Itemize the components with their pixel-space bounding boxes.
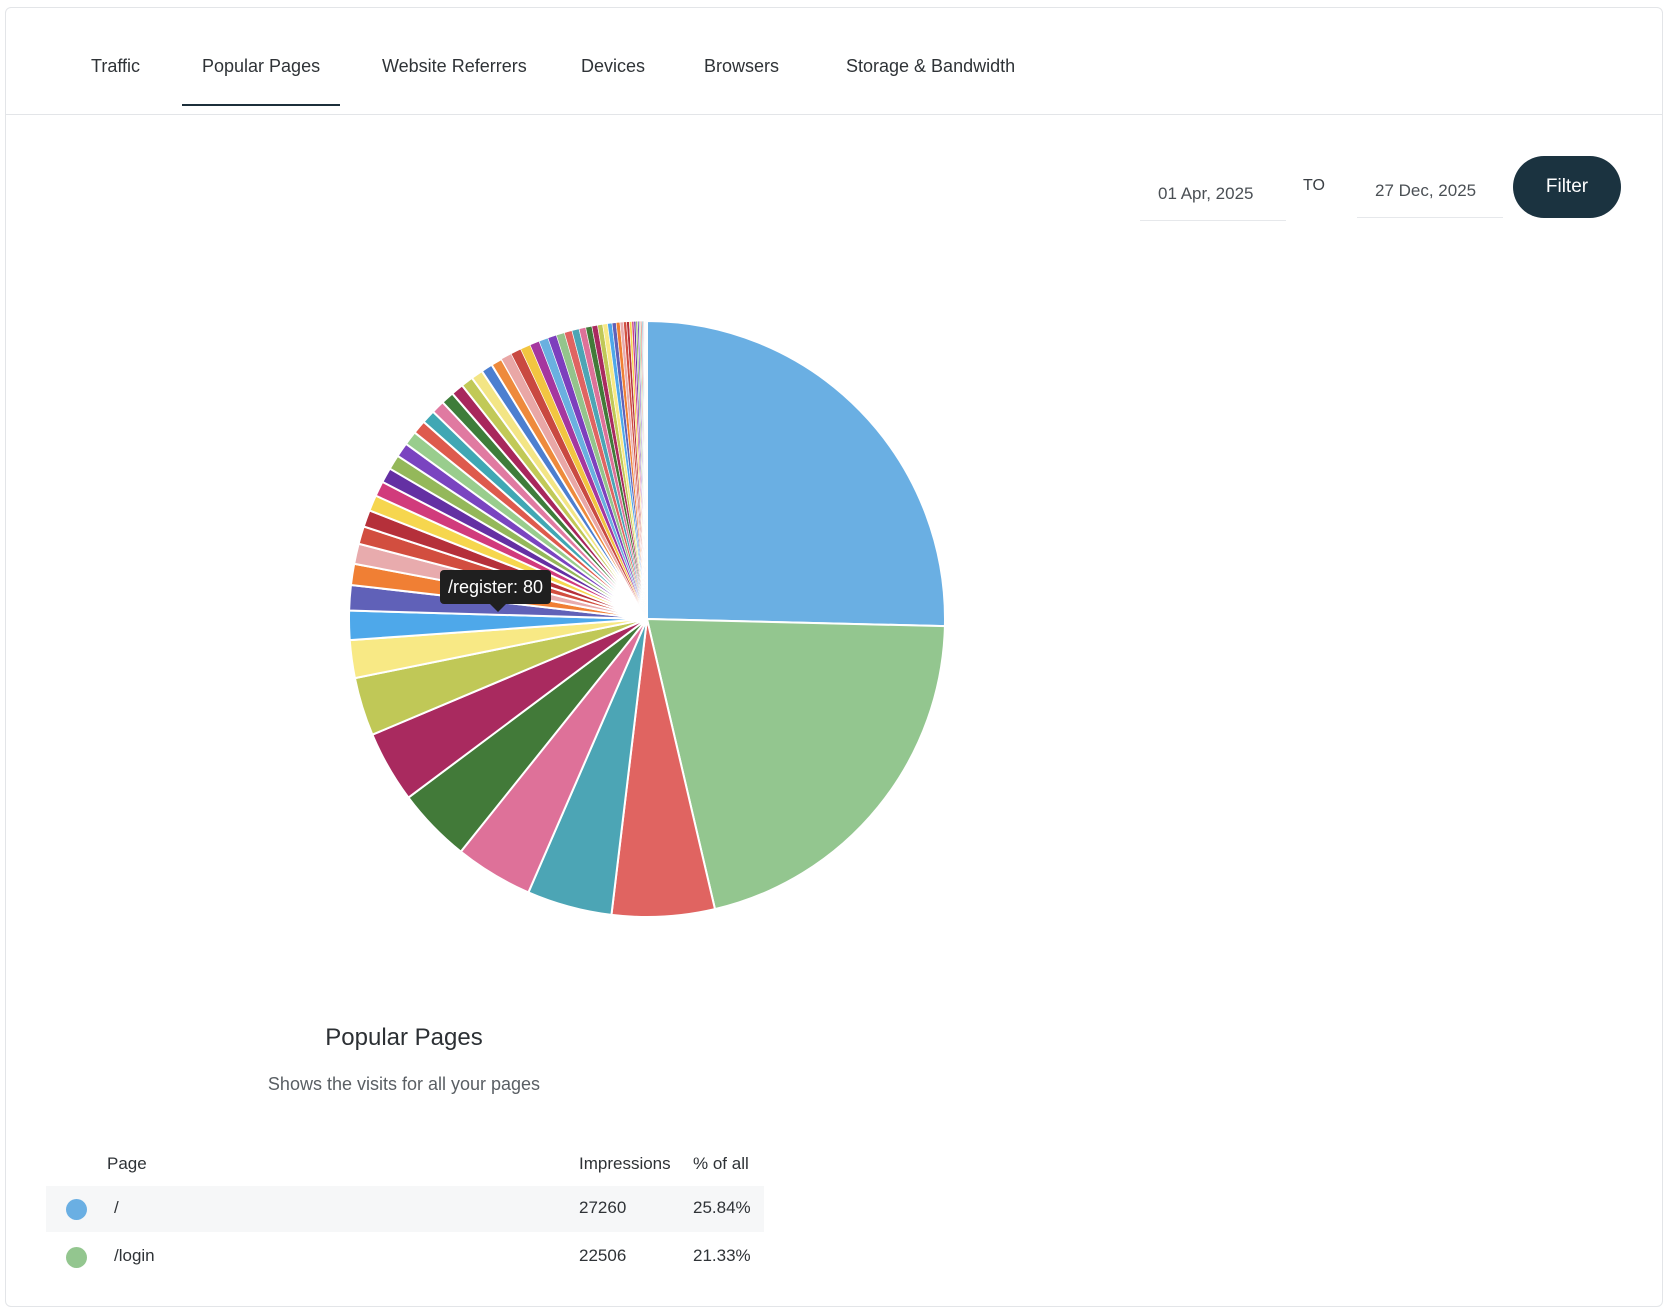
- chart-subtitle: Shows the visits for all your pages: [0, 1074, 808, 1095]
- row-percent: 25.84%: [693, 1198, 751, 1218]
- chart-tooltip: /register: 80: [440, 570, 551, 604]
- row-percent: 21.33%: [693, 1246, 751, 1266]
- row-page: /: [114, 1198, 119, 1218]
- row-page: /login: [114, 1246, 155, 1266]
- table-row[interactable]: / 27260 25.84%: [46, 1186, 764, 1232]
- column-header-impressions: Impressions: [579, 1154, 671, 1174]
- row-impressions: 27260: [579, 1198, 626, 1218]
- row-impressions: 22506: [579, 1246, 626, 1266]
- series-color-dot: [66, 1199, 87, 1220]
- series-color-dot: [66, 1247, 87, 1268]
- table-row[interactable]: /login 22506 21.33%: [46, 1234, 764, 1280]
- pie-slice[interactable]: [647, 321, 945, 626]
- chart-title: Popular Pages: [0, 1024, 808, 1052]
- column-header-percent: % of all: [693, 1154, 749, 1174]
- column-header-page: Page: [107, 1154, 147, 1174]
